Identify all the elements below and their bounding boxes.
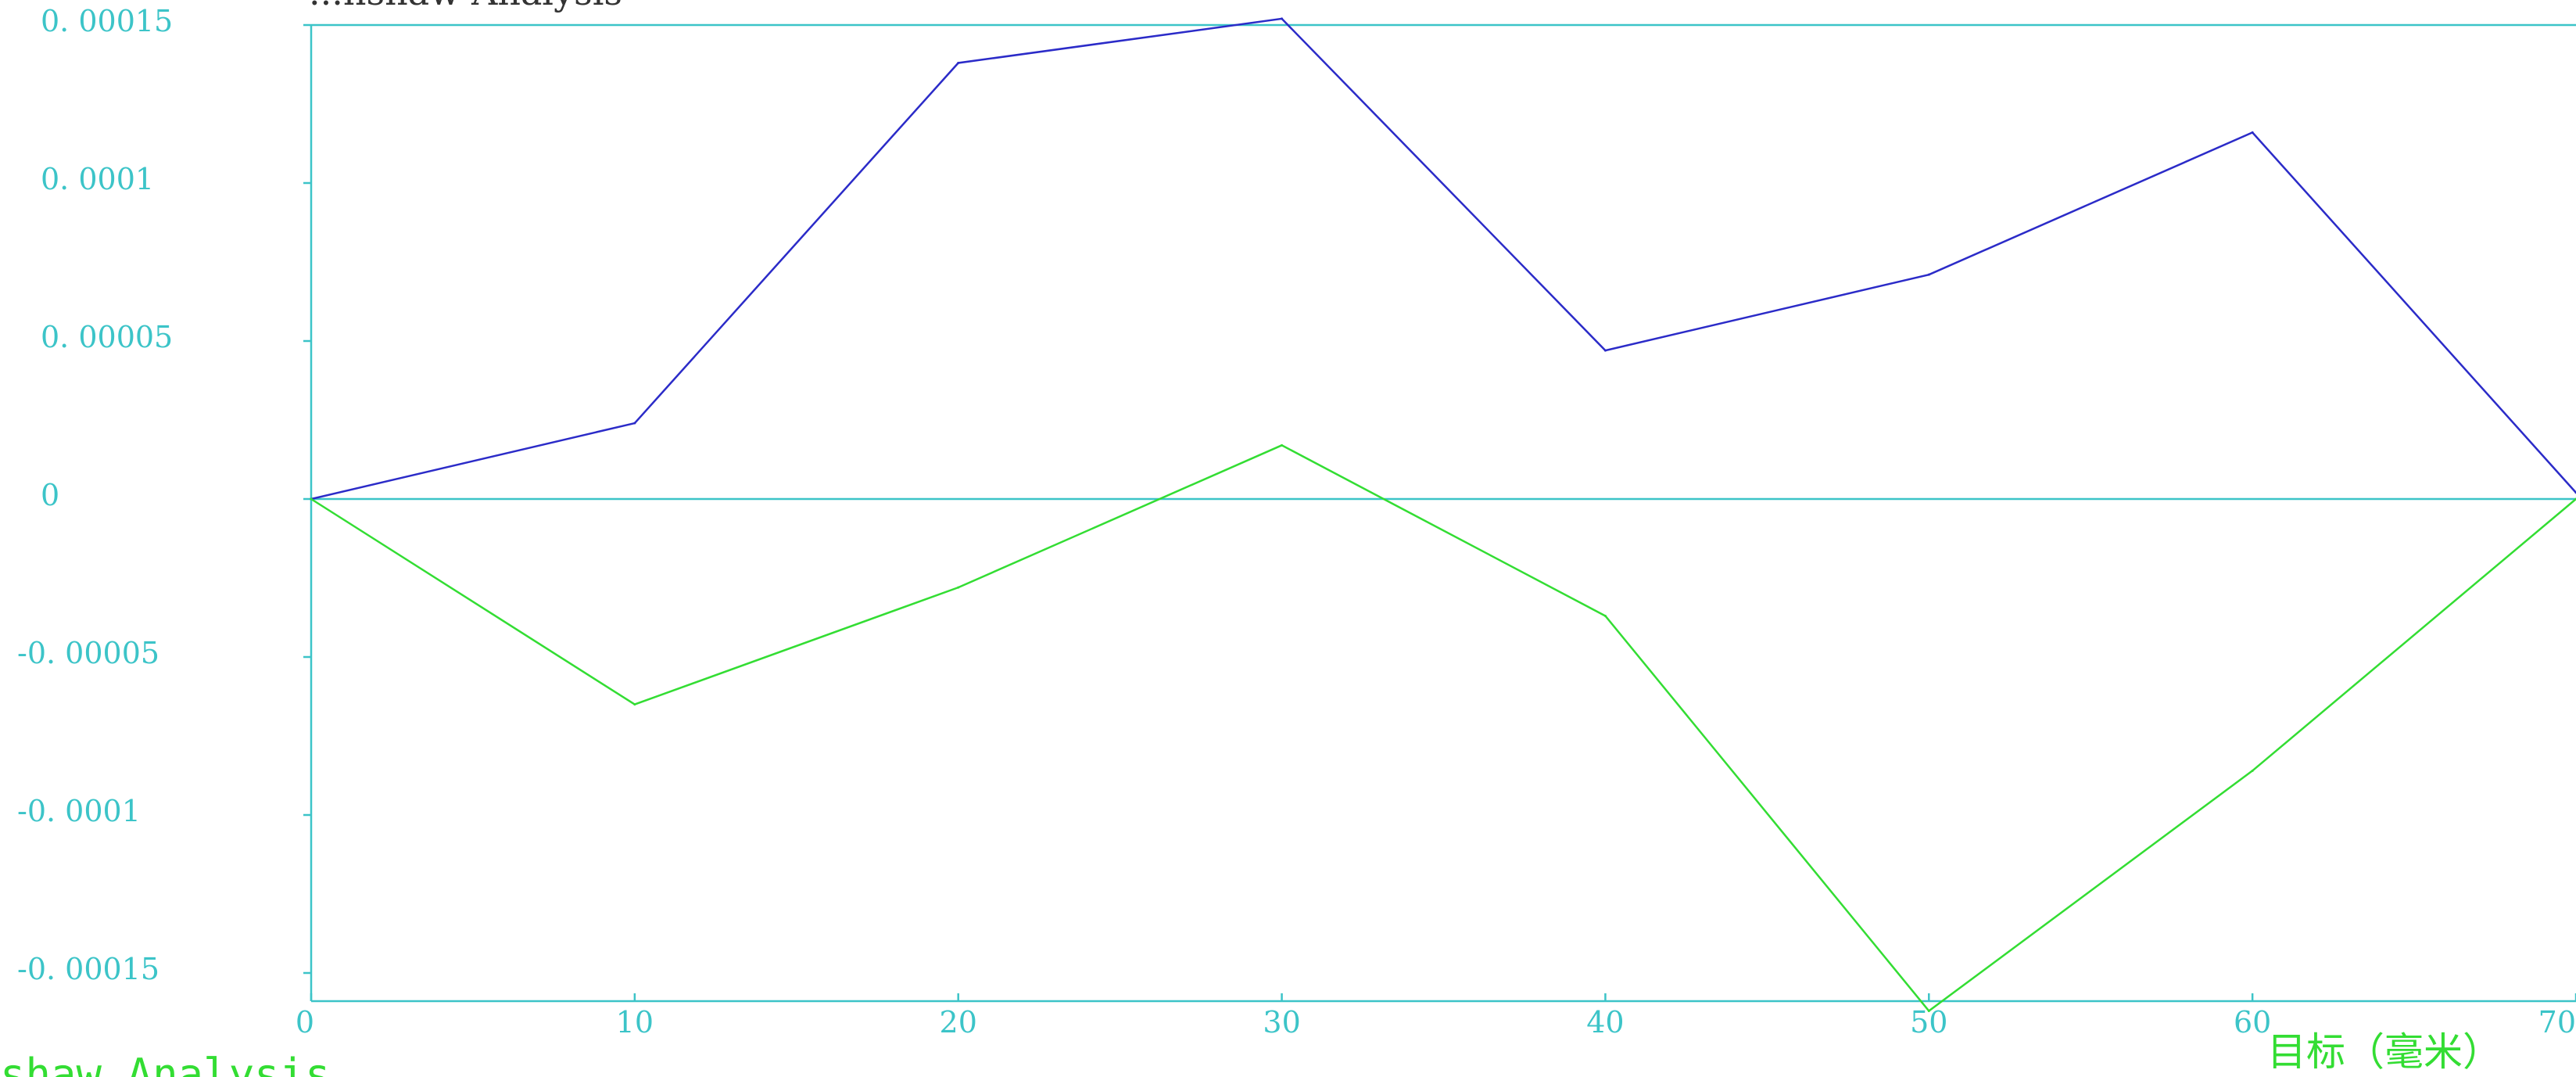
y-tick-label: 0	[41, 478, 59, 512]
series-1-point	[1603, 349, 1607, 352]
series-1-point	[957, 61, 960, 64]
series-line-2	[310, 443, 2576, 1013]
series-2-point	[957, 586, 960, 589]
y-tick-label: 0. 0001	[41, 162, 154, 196]
series-2-point	[633, 703, 636, 706]
y-axis: 0. 00015 0. 0001 0. 00005 0 -0. 00005 -0. 000…	[17, 4, 311, 986]
footer-text: shaw Analysis	[0, 1050, 331, 1077]
x-tick-label: 40	[1586, 1005, 1624, 1039]
series-1-point	[2251, 131, 2254, 134]
x-tick-label: 10	[616, 1005, 654, 1039]
series-2-point	[1281, 443, 1284, 447]
series-2-point	[1927, 1009, 1930, 1012]
series-1-point	[633, 422, 636, 425]
x-tick-label: 0	[296, 1005, 314, 1039]
series-2-point	[1603, 614, 1607, 617]
y-tick-label: -0. 00015	[17, 952, 159, 986]
y-tick-label: -0. 0001	[17, 794, 141, 828]
x-tick-label: 20	[940, 1005, 977, 1039]
series-1-point	[1927, 273, 1930, 276]
x-axis: 0 10 20 30 40 50 60 70	[296, 993, 2576, 1039]
plot-frame	[310, 23, 2576, 1003]
series-2-point	[310, 497, 313, 501]
y-tick-label: 0. 00015	[41, 4, 173, 38]
x-tick-label: 60	[2234, 1005, 2271, 1039]
series-2-point	[2251, 769, 2254, 772]
x-axis-label: 目标（毫米）	[2267, 1029, 2502, 1075]
x-tick-label: 30	[1263, 1005, 1300, 1039]
x-tick-label: 70	[2538, 1005, 2576, 1039]
series-group	[310, 17, 2576, 1013]
chart-title: ...nshaw Analysis	[309, 0, 622, 13]
y-tick-label: -0. 00005	[17, 636, 159, 670]
series-line-1	[310, 17, 2576, 501]
y-tick-label: 0. 00005	[41, 320, 173, 354]
series-1-point	[1281, 17, 1284, 20]
